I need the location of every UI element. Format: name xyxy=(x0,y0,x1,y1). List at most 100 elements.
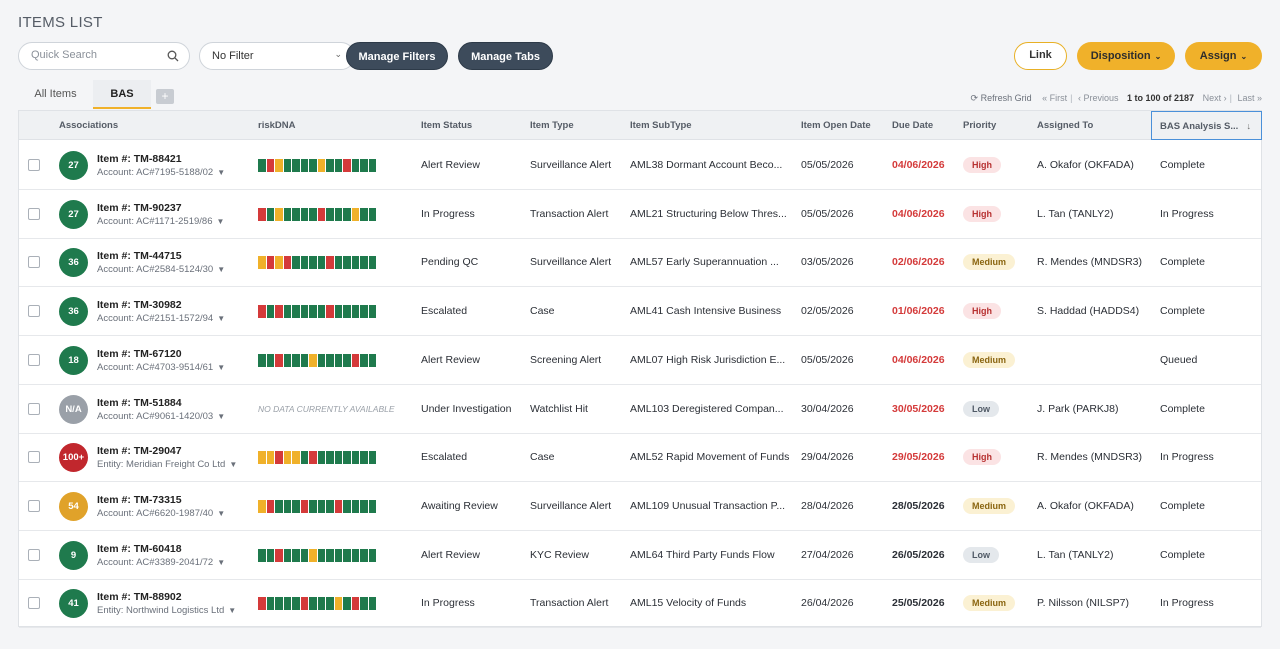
table-row[interactable]: N/A Item #: TM-51884 Account: AC#9061-1420… xyxy=(19,385,1261,434)
account-label: Account: AC#6620-1987/40 xyxy=(97,507,214,519)
caret-down-icon[interactable]: ▼ xyxy=(217,265,226,275)
item-number-link[interactable]: Item #: TM-88421 xyxy=(97,153,182,165)
table-row[interactable]: 36 Item #: TM-30982 Account: AC#2151-1572/… xyxy=(19,287,1261,337)
item-number-link[interactable]: Item #: TM-51884 xyxy=(97,396,182,409)
col-open-date[interactable]: Item Open Date xyxy=(801,120,871,131)
riskdna-cell xyxy=(275,159,283,172)
assigned-to: L. Tan (TANLY2) xyxy=(1037,207,1114,220)
row-checkbox[interactable] xyxy=(28,451,40,464)
riskdna-cell xyxy=(283,256,291,270)
manage-filters-button[interactable]: Manage Filters xyxy=(346,42,448,70)
caret-down-icon[interactable]: ▼ xyxy=(217,411,226,421)
table-row[interactable]: 27 Item #: TM-88421 Account: AC#7195-5188/… xyxy=(19,141,1261,190)
tab-all-items[interactable]: All Items xyxy=(34,88,77,100)
item-open-date: 05/05/2026 xyxy=(801,159,854,171)
item-status: In Progress xyxy=(421,207,475,220)
riskdna-cell xyxy=(258,353,266,367)
search-input[interactable] xyxy=(31,49,161,61)
row-checkbox[interactable] xyxy=(28,305,40,318)
riskdna-cell xyxy=(343,499,351,513)
riskdna-cell xyxy=(292,548,300,562)
item-subtype: AML41 Cash Intensive Business xyxy=(630,305,782,318)
col-item-status[interactable]: Item Status xyxy=(421,120,473,131)
riskdna-cell xyxy=(258,256,266,270)
col-item-type[interactable]: Item Type xyxy=(530,120,574,131)
item-number-link[interactable]: Item #: TM-29047 xyxy=(97,445,182,458)
item-number-link[interactable]: Item #: TM-90237 xyxy=(97,201,182,214)
riskdna-cell xyxy=(334,499,342,513)
due-date: 29/05/2026 xyxy=(892,451,945,464)
caret-down-icon[interactable]: ▼ xyxy=(217,314,226,324)
table-row[interactable]: 9 Item #: TM-60418 Account: AC#3389-2041/7… xyxy=(19,531,1261,580)
riskdna-cell xyxy=(275,499,283,513)
priority-badge: High xyxy=(963,449,1001,466)
table-row[interactable]: 41 Item #: TM-88902 Entity: Northwind Logi… xyxy=(19,579,1261,629)
col-item-subtype[interactable]: Item SubType xyxy=(630,120,692,131)
riskdna-cell xyxy=(275,256,283,270)
item-number-link[interactable]: Item #: TM-73315 xyxy=(97,493,182,506)
riskdna-cell xyxy=(309,256,317,270)
row-checkbox[interactable] xyxy=(28,597,40,610)
item-number-link[interactable]: Item #: TM-30982 xyxy=(97,299,182,312)
last-page-link[interactable]: Last » xyxy=(1237,93,1262,103)
riskdna-cell xyxy=(309,353,317,367)
riskdna-cell xyxy=(266,548,274,562)
row-checkbox[interactable] xyxy=(28,207,40,220)
caret-down-icon[interactable]: ▼ xyxy=(216,216,225,226)
table-row[interactable]: 18 Item #: TM-67120 Account: AC#4703-9514/… xyxy=(19,336,1261,385)
previous-page-link[interactable]: ‹ Previous xyxy=(1078,93,1119,103)
caret-down-icon[interactable]: ▼ xyxy=(217,508,226,518)
search-icon[interactable] xyxy=(167,50,179,62)
col-associations[interactable]: Associations xyxy=(59,120,119,131)
col-riskdna[interactable]: riskDNA xyxy=(258,120,296,131)
riskdna-cell xyxy=(351,451,359,465)
account-label: Account: AC#2584-5124/30 xyxy=(97,264,214,276)
riskdna-cell xyxy=(351,548,359,562)
row-checkbox[interactable] xyxy=(28,353,40,366)
row-checkbox[interactable] xyxy=(28,499,40,512)
due-date: 25/05/2026 xyxy=(892,597,945,610)
riskdna-cell xyxy=(317,548,325,562)
row-checkbox[interactable] xyxy=(28,548,40,561)
quick-search[interactable] xyxy=(18,42,190,70)
row-checkbox[interactable] xyxy=(28,159,40,171)
account-label: Account: AC#9061-1420/03 xyxy=(97,410,214,422)
refresh-grid-button[interactable]: ⟳ Refresh Grid xyxy=(971,93,1032,103)
filter-select[interactable]: No Filter ⌄ xyxy=(199,42,355,70)
riskdna-cell xyxy=(300,159,308,172)
item-status: Under Investigation xyxy=(421,402,512,415)
first-page-link[interactable]: « First xyxy=(1042,93,1068,103)
assign-label: Assign xyxy=(1199,50,1237,62)
item-number-link[interactable]: Item #: TM-60418 xyxy=(97,542,182,555)
item-number-link[interactable]: Item #: TM-67120 xyxy=(97,347,182,360)
next-page-link[interactable]: Next › xyxy=(1202,93,1227,103)
col-due-date[interactable]: Due Date xyxy=(892,120,934,131)
row-checkbox[interactable] xyxy=(28,402,40,415)
manage-tabs-button[interactable]: Manage Tabs xyxy=(458,42,553,70)
item-number-link[interactable]: Item #: TM-44715 xyxy=(97,250,182,263)
caret-down-icon[interactable]: ▼ xyxy=(217,557,226,567)
col-priority[interactable]: Priority xyxy=(963,120,997,131)
assign-button[interactable]: Assign ⌄ xyxy=(1185,42,1262,70)
row-checkbox[interactable] xyxy=(28,256,40,269)
table-row[interactable]: 100+ Item #: TM-29047 Entity: Meridian Fre… xyxy=(19,433,1261,483)
table-row[interactable]: 36 Item #: TM-44715 Account: AC#2584-5124/… xyxy=(19,238,1261,288)
item-number-link[interactable]: Item #: TM-88902 xyxy=(97,591,182,604)
caret-down-icon[interactable]: ▼ xyxy=(229,460,238,470)
tab-bas[interactable]: BAS xyxy=(93,80,151,109)
table-row[interactable]: 27 Item #: TM-90237 Account: AC#1171-2519/… xyxy=(19,190,1261,239)
col-assigned-to[interactable]: Assigned To xyxy=(1037,120,1094,131)
bas-analysis-status: Complete xyxy=(1160,402,1205,415)
caret-down-icon[interactable]: ▼ xyxy=(217,362,226,372)
table-row[interactable]: 54 Item #: TM-73315 Account: AC#6620-1987/… xyxy=(19,482,1261,531)
caret-down-icon[interactable]: ▼ xyxy=(217,168,226,177)
add-tab-button[interactable]: + xyxy=(156,89,174,104)
priority-badge: High xyxy=(963,303,1001,320)
link-button[interactable]: Link xyxy=(1014,42,1067,70)
riskdna-cell xyxy=(334,207,342,221)
riskdna-cell xyxy=(309,159,317,172)
sort-desc-icon[interactable]: ↓ xyxy=(1246,121,1252,131)
disposition-button[interactable]: Disposition ⌄ xyxy=(1077,42,1175,70)
col-bas-analysis[interactable]: BAS Analysis S... ↓ xyxy=(1151,111,1262,140)
caret-down-icon[interactable]: ▼ xyxy=(228,606,237,616)
